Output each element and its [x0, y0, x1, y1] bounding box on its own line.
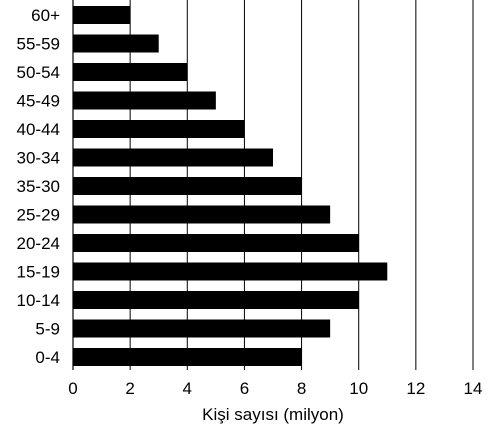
- x-tick-label: 14: [464, 379, 483, 398]
- x-tick-label: 8: [297, 379, 306, 398]
- bar: [73, 120, 245, 138]
- bar: [73, 234, 359, 252]
- bar: [73, 91, 216, 110]
- bar: [73, 6, 131, 24]
- y-tick-label: 60+: [31, 6, 60, 25]
- bar: [73, 177, 302, 195]
- x-tick-label: 10: [349, 379, 368, 398]
- bar: [73, 291, 359, 309]
- bar: [73, 319, 331, 338]
- x-axis-title: Kişi sayısı (milyon): [202, 405, 344, 424]
- x-tick-labels: 0 2 4 6 8 10 12 14: [68, 379, 482, 398]
- bar: [73, 348, 302, 366]
- x-tick-label: 0: [68, 379, 77, 398]
- bar: [73, 63, 188, 81]
- y-tick-label: 15-19: [17, 263, 60, 282]
- bar: [73, 34, 159, 53]
- bar: [73, 148, 273, 167]
- y-tick-label: 10-14: [17, 291, 60, 310]
- y-tick-label: 0-4: [35, 348, 60, 367]
- y-tick-label: 30-34: [17, 149, 60, 168]
- y-tick-label: 55-59: [17, 35, 60, 54]
- y-tick-label: 20-24: [17, 234, 60, 253]
- x-tick-label: 2: [125, 379, 134, 398]
- x-tick-label: 4: [183, 379, 192, 398]
- y-tick-label: 35-30: [17, 177, 60, 196]
- bars: [73, 6, 388, 366]
- y-tick-labels: 60+ 55-59 50-54 45-49 40-44 30-34 35-30 25-29 20…: [17, 6, 61, 367]
- bar: [73, 205, 331, 224]
- bar: [73, 262, 388, 281]
- x-tick-label: 12: [406, 379, 425, 398]
- x-tick-label: 6: [240, 379, 249, 398]
- y-tick-label: 45-49: [17, 92, 60, 111]
- y-tick-label: 40-44: [17, 120, 60, 139]
- y-tick-label: 50-54: [17, 63, 60, 82]
- y-tick-label: 5-9: [35, 320, 60, 339]
- y-tick-label: 25-29: [17, 206, 60, 225]
